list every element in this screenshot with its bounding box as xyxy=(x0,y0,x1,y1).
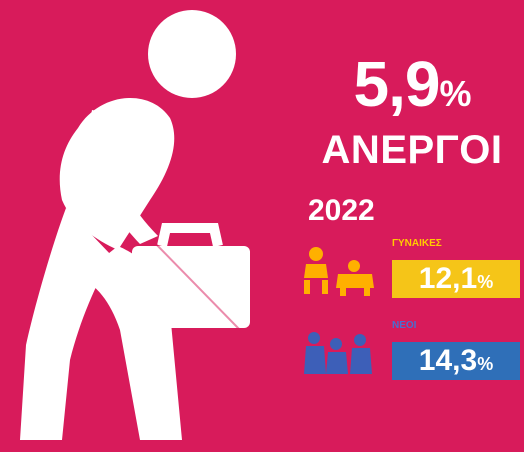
unemployed-person-illustration xyxy=(20,10,250,440)
young-people-icon xyxy=(300,326,382,378)
youth-row: ΝΕΟΙ 14,3% xyxy=(300,320,524,390)
women-rate-value: 12,1% xyxy=(392,260,520,298)
headline: 5,9% ΑΝΕΡΓΟΙ xyxy=(300,52,524,170)
unemployment-rate: 5,9% xyxy=(353,48,472,120)
women-row: ΓΥΝΑΙΚΕΣ 12,1% xyxy=(300,238,524,308)
unemployed-label: ΑΝΕΡΓΟΙ xyxy=(321,128,503,172)
year-label: 2022 xyxy=(308,194,375,227)
women-category-label: ΓΥΝΑΙΚΕΣ xyxy=(392,238,442,249)
youth-category-label: ΝΕΟΙ xyxy=(392,320,417,331)
mother-child-icon xyxy=(300,244,382,296)
youth-rate-value: 14,3% xyxy=(392,342,520,380)
person-with-briefcase-icon xyxy=(20,10,250,440)
